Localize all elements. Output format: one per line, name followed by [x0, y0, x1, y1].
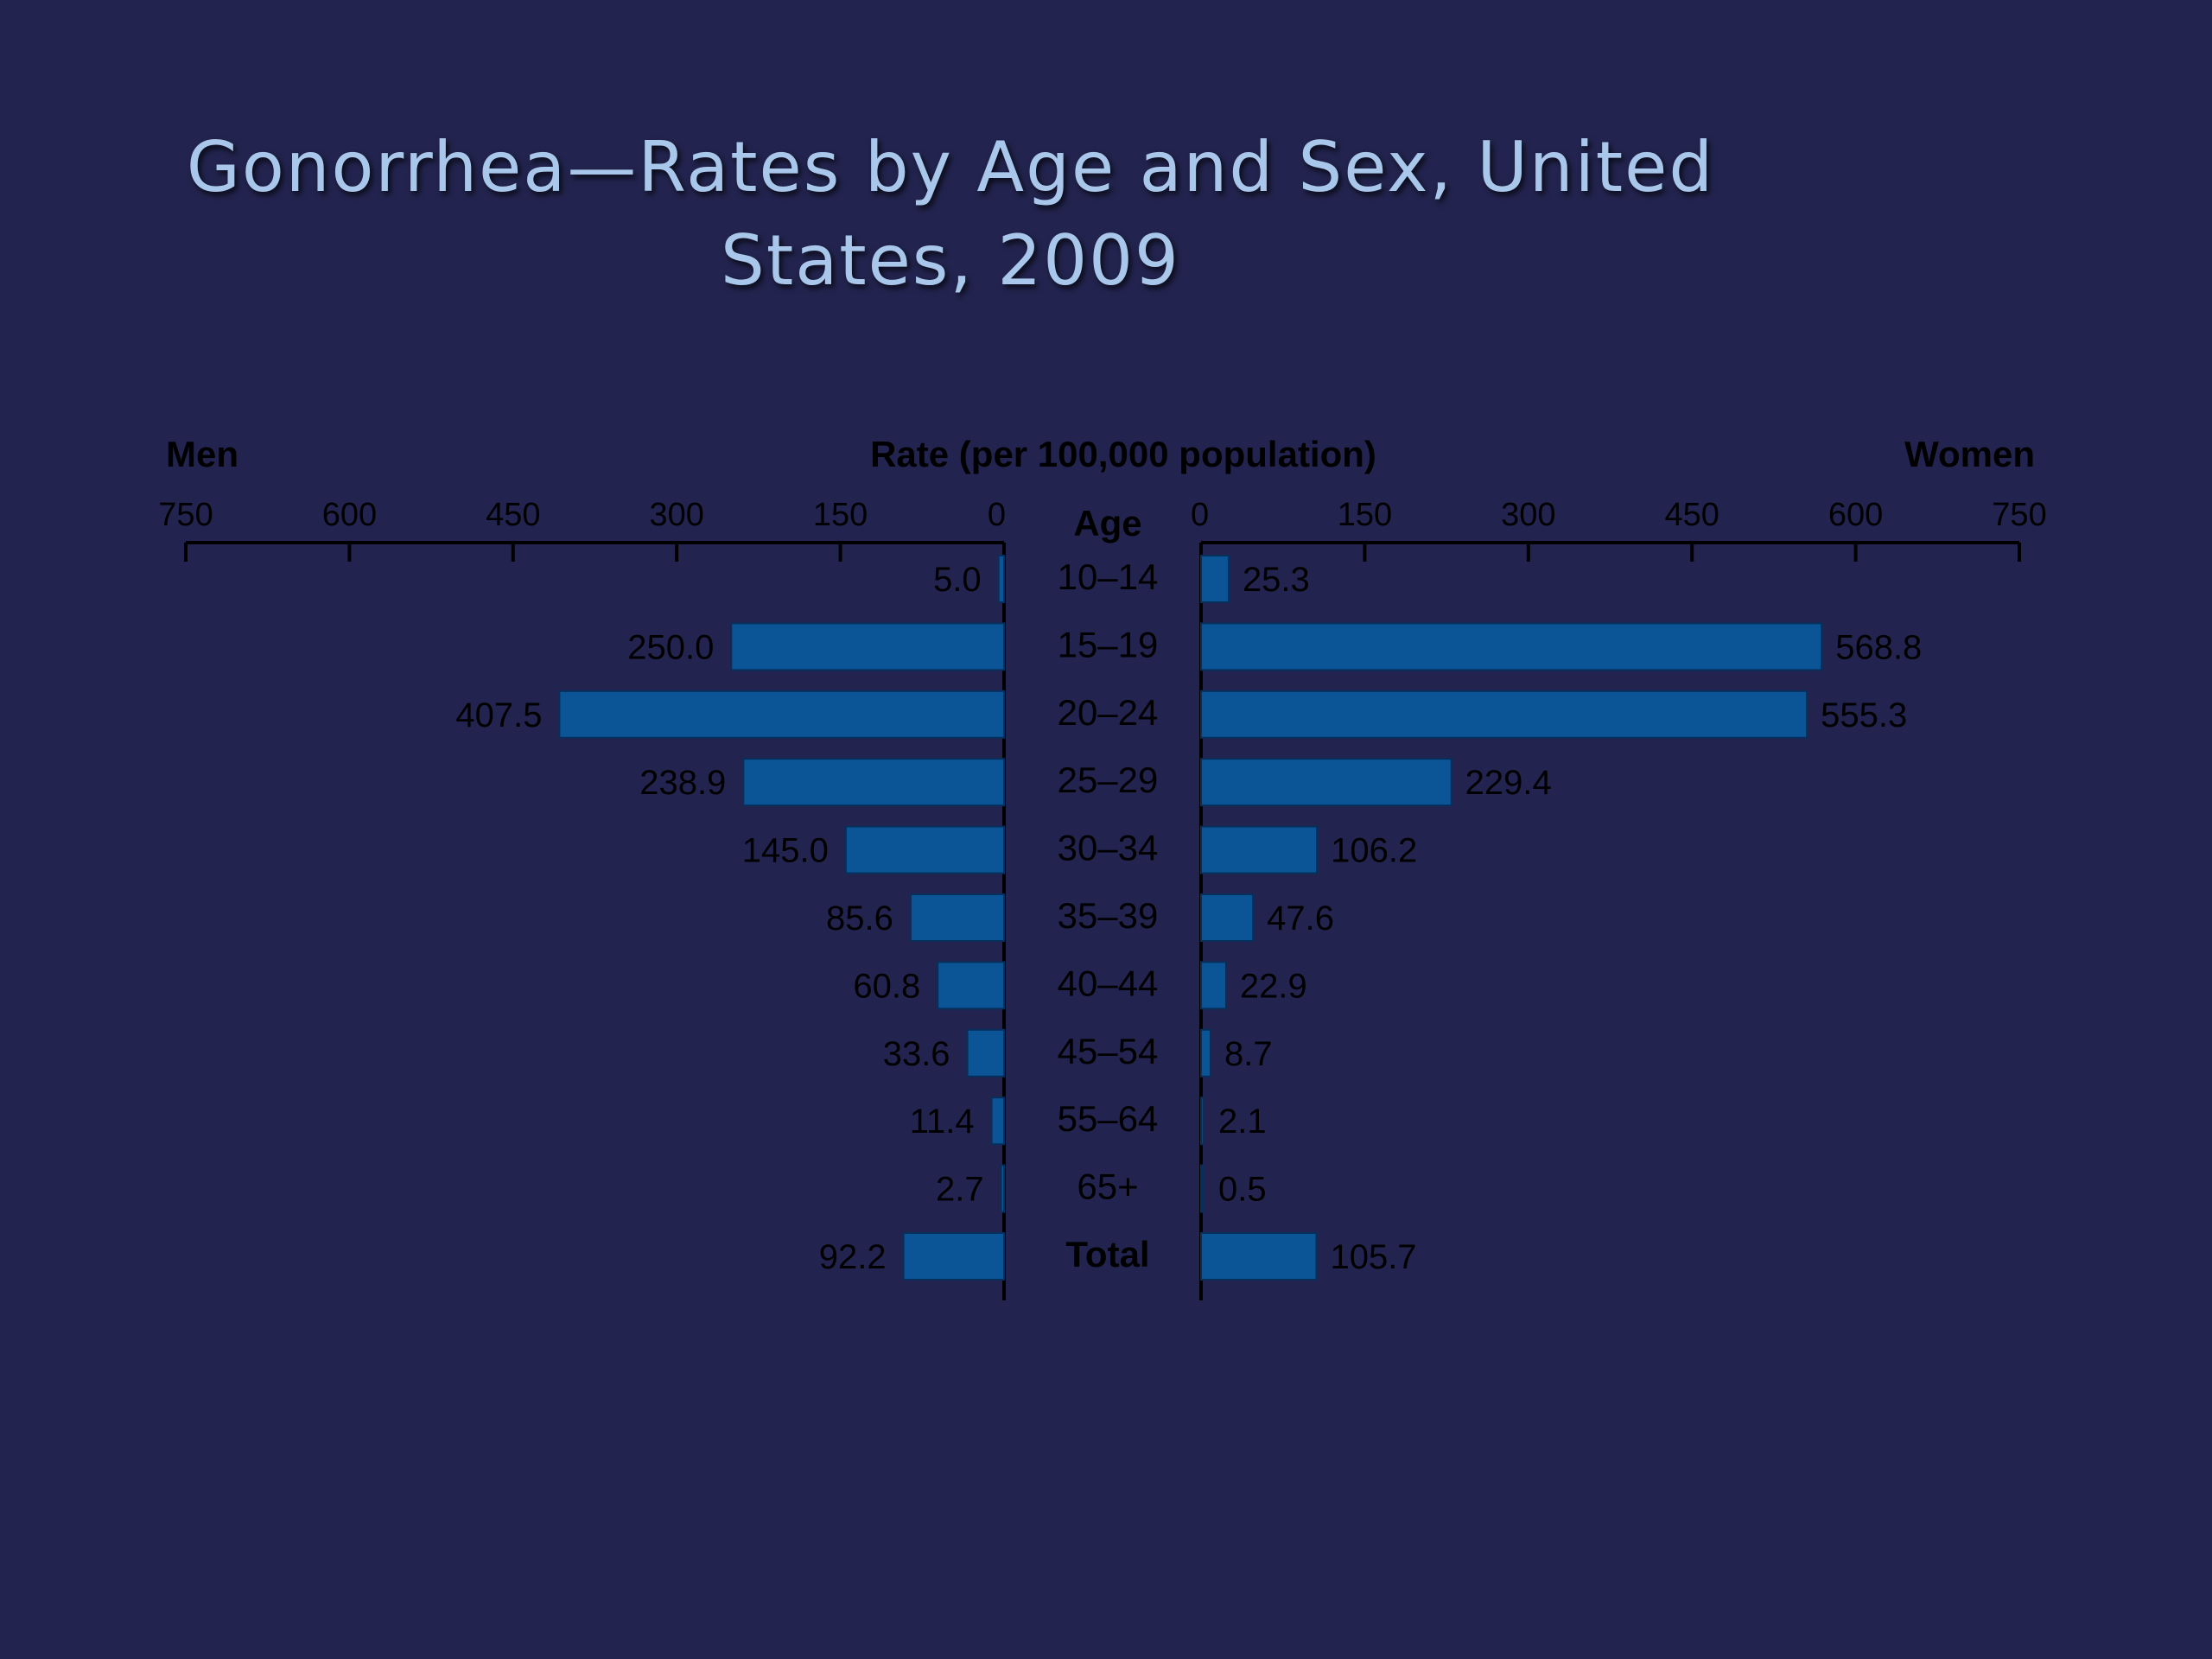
women-value-label: 105.7: [1330, 1238, 1416, 1276]
men-tick-label: 300: [649, 497, 703, 533]
women-bar: [1200, 825, 1319, 874]
women-tick-label: 150: [1338, 497, 1392, 533]
women-bar: [1200, 961, 1227, 1010]
age-category-label: 25–29: [1058, 760, 1159, 800]
men-bar: [966, 1028, 1005, 1077]
age-category-label: 15–19: [1058, 624, 1159, 664]
women-value-label: 0.5: [1218, 1171, 1267, 1209]
men-bar: [558, 690, 1005, 739]
women-bar: [1200, 1164, 1204, 1213]
age-category-label: 35–39: [1058, 895, 1159, 936]
men-tick-label: 0: [988, 497, 1006, 533]
men-value-label: 2.7: [936, 1171, 984, 1209]
men-tick-label: 150: [813, 497, 868, 533]
age-category-label: 65+: [1077, 1166, 1138, 1207]
age-category-label: 40–44: [1058, 963, 1159, 1003]
women-bar: [1200, 758, 1452, 807]
women-bar: [1200, 893, 1255, 942]
slide-title-line-1: Gonorrhea—Rates by Age and Sex, United: [186, 127, 1715, 207]
women-label: Women: [1904, 434, 2035, 474]
women-bar: [1200, 1232, 1318, 1281]
women-bar: [1200, 690, 1808, 739]
women-tick-label: 450: [1664, 497, 1719, 533]
women-value-label: 106.2: [1331, 832, 1417, 870]
age-category-label: 30–34: [1058, 828, 1159, 868]
women-bar: [1200, 555, 1230, 603]
men-value-label: 238.9: [639, 764, 726, 802]
women-value-label: 22.9: [1240, 967, 1307, 1005]
men-bar: [1000, 1164, 1006, 1213]
age-category-label: Total: [1065, 1234, 1149, 1274]
slide-title-line-2: States, 2009: [721, 220, 1180, 301]
men-bar: [742, 758, 1005, 807]
men-axis: 0 150 300 450 600 750: [158, 497, 1006, 1300]
age-category-label: 45–54: [1058, 1031, 1159, 1071]
men-value-label: 33.6: [883, 1035, 950, 1073]
women-tick-label: 600: [1828, 497, 1883, 533]
women-bar: [1200, 1096, 1205, 1146]
age-category-label: 20–24: [1058, 692, 1159, 733]
age-category-label: 55–64: [1058, 1098, 1159, 1139]
men-bar: [902, 1232, 1006, 1281]
age-category-label: 10–14: [1058, 556, 1159, 597]
men-bar: [730, 622, 1005, 671]
men-value-label: 250.0: [627, 628, 714, 666]
women-tick-label: 300: [1501, 497, 1555, 533]
women-value-label: 555.3: [1821, 696, 1907, 734]
women-axis: 0 150 300 450 600 750: [1191, 497, 2047, 1300]
men-value-label: 145.0: [742, 832, 829, 870]
men-label: Men: [166, 434, 238, 474]
age-label: Age: [1073, 503, 1141, 543]
men-bar: [909, 893, 1006, 942]
women-bar: [1200, 1028, 1211, 1077]
men-bar: [990, 1096, 1005, 1146]
men-value-label: 5.0: [933, 561, 982, 599]
axis-title: Rate (per 100,000 population): [870, 434, 1376, 474]
slide-title: Gonorrhea—Rates by Age and Sex, United S…: [130, 121, 1771, 308]
men-value-label: 92.2: [819, 1238, 887, 1276]
women-value-label: 47.6: [1267, 899, 1334, 938]
women-tick-label: 750: [1992, 497, 2046, 533]
men-bar: [997, 555, 1005, 603]
men-value-label: 407.5: [455, 696, 542, 734]
men-value-label: 60.8: [853, 967, 920, 1005]
women-value-label: 25.3: [1243, 561, 1310, 599]
men-value-label: 11.4: [910, 1103, 975, 1141]
men-value-label: 85.6: [826, 899, 893, 938]
bars: 5.0 25.3 10–14 250.0 568.8 15–19 407.5 555.3 20–…: [455, 555, 1922, 1281]
men-bar: [844, 825, 1005, 874]
women-value-label: 229.4: [1465, 764, 1552, 802]
women-value-label: 2.1: [1218, 1103, 1267, 1141]
women-value-label: 8.7: [1224, 1035, 1273, 1073]
women-tick-label: 0: [1191, 497, 1209, 533]
men-tick-label: 450: [486, 497, 540, 533]
women-bar: [1200, 622, 1823, 671]
men-tick-label: 600: [322, 497, 377, 533]
men-tick-label: 750: [158, 497, 213, 533]
men-bar: [937, 961, 1005, 1010]
women-value-label: 568.8: [1835, 628, 1922, 666]
